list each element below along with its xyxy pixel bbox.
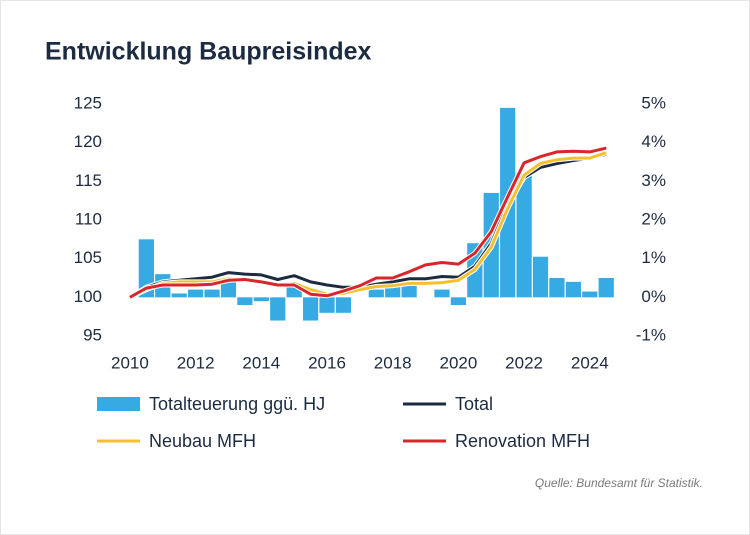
x-tick-label: 2024	[571, 353, 609, 372]
bar	[302, 297, 319, 321]
y-tick-label: 95	[83, 325, 102, 344]
y2-tick-label: 0%	[641, 287, 666, 306]
bar	[582, 291, 598, 298]
bar	[516, 173, 532, 298]
y-tick-label: 105	[74, 248, 102, 267]
bar	[220, 281, 237, 298]
source: Quelle: Bundesamt für Statistik.	[535, 476, 703, 490]
x-tick-label: 2022	[505, 353, 543, 372]
bar	[138, 239, 154, 298]
bar	[368, 289, 384, 298]
y2-tick-label: 5%	[641, 93, 666, 112]
y-tick-label: 100	[74, 287, 102, 306]
legend-label: Totalteuerung ggü. HJ	[149, 394, 325, 414]
bar	[549, 278, 565, 298]
y2-tick-label: -1%	[636, 325, 666, 344]
bar	[598, 278, 614, 298]
bar	[237, 297, 253, 306]
bar	[319, 297, 335, 313]
legend-swatch	[97, 397, 140, 411]
x-tick-label: 2012	[177, 353, 215, 372]
bar	[286, 285, 302, 298]
bar	[253, 297, 269, 302]
legend-label: Renovation MFH	[455, 431, 590, 451]
bar	[532, 256, 549, 298]
x-tick-label: 2016	[308, 353, 346, 372]
bar	[565, 281, 581, 298]
bar	[204, 289, 220, 298]
y2-tick-label: 2%	[641, 209, 666, 228]
x-tick-label: 2010	[111, 353, 149, 372]
y-tick-label: 125	[74, 93, 102, 112]
legend-label: Neubau MFH	[149, 431, 256, 451]
x-tick-label: 2020	[439, 353, 477, 372]
y-tick-label: 115	[75, 171, 102, 190]
x-tick-label: 2014	[242, 353, 280, 372]
y-tick-label: 110	[75, 209, 102, 228]
bar	[270, 297, 286, 321]
bar	[385, 285, 401, 298]
chart-title: Entwicklung Baupreisindex	[45, 38, 372, 66]
bar	[434, 289, 450, 298]
bar	[171, 293, 187, 298]
y2-tick-label: 1%	[641, 248, 666, 267]
y-tick-label: 120	[74, 132, 102, 151]
legend-label: Total	[455, 394, 493, 414]
bar	[188, 289, 204, 298]
y2-tick-label: 4%	[641, 132, 666, 151]
bar	[335, 297, 352, 313]
line	[129, 146, 607, 299]
y2-tick-label: 3%	[641, 171, 666, 190]
x-tick-label: 2018	[374, 353, 412, 372]
bar	[450, 297, 467, 306]
